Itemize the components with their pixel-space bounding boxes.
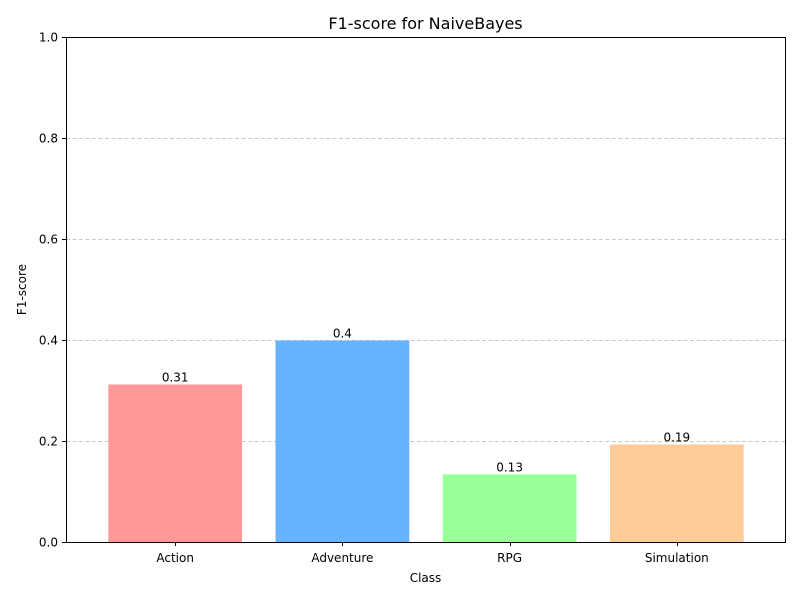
y-tick-label: 0.6 <box>39 233 58 247</box>
x-tick-label: Action <box>156 551 194 565</box>
x-axis-label: Class <box>410 571 442 585</box>
bar-value-label: 0.31 <box>162 370 189 384</box>
bars <box>108 340 744 542</box>
bar-value-labels: 0.31 0.4 0.13 0.19 <box>162 327 690 475</box>
bar <box>442 474 577 542</box>
y-tick-label: 0.8 <box>39 132 58 146</box>
bar <box>609 444 744 542</box>
bar <box>275 340 410 542</box>
x-axis-ticks: Action Adventure RPG Simulation <box>156 542 709 565</box>
y-axis-label: F1-score <box>15 264 29 315</box>
gridlines <box>66 138 785 442</box>
chart-title: F1-score for NaiveBayes <box>328 14 522 33</box>
x-tick-label: RPG <box>497 551 522 565</box>
bar-value-label: 0.4 <box>333 327 352 341</box>
y-tick-label: 0.0 <box>39 536 58 550</box>
plot-frame <box>66 37 786 543</box>
bar-value-label: 0.13 <box>496 460 523 474</box>
bar <box>108 384 243 542</box>
y-tick-label: 0.2 <box>39 435 58 449</box>
x-tick-label: Adventure <box>311 551 373 565</box>
bar-value-label: 0.19 <box>663 431 690 445</box>
y-tick-label: 1.0 <box>39 31 58 45</box>
y-tick-label: 0.4 <box>39 334 58 348</box>
x-tick-label: Simulation <box>645 551 709 565</box>
y-axis-ticks: 0.0 0.2 0.4 0.6 0.8 1.0 <box>39 31 66 550</box>
